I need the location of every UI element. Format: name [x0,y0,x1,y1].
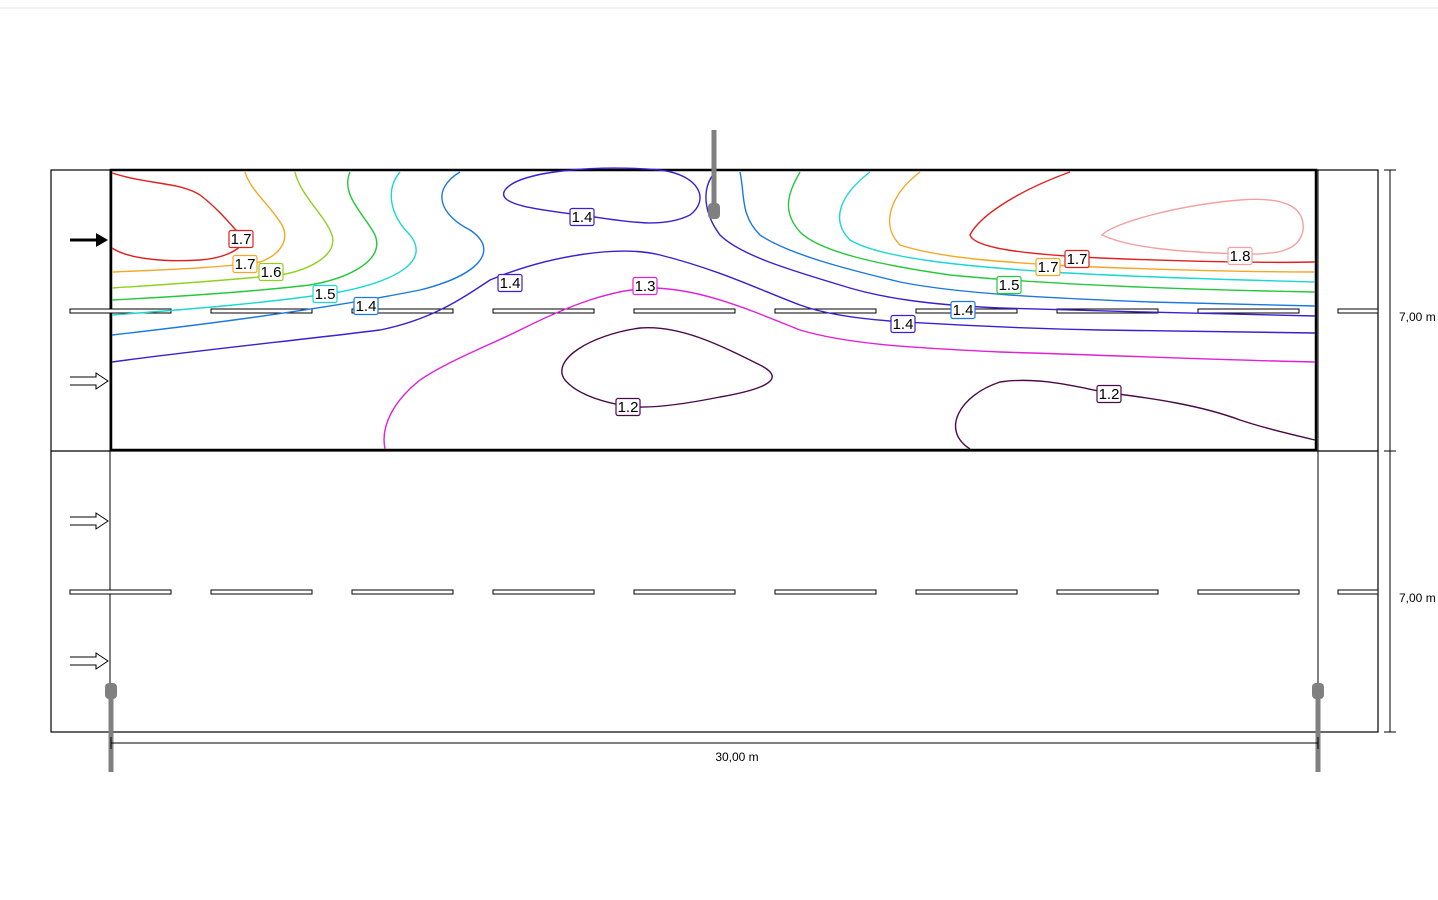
lane-dash [1337,589,1379,595]
contour-label: 1.7 [1035,257,1061,277]
contour-label: 1.7 [232,254,258,274]
contour-label-text: 1.4 [356,298,377,315]
lane-dash [210,308,313,314]
contour-c14-mid [111,250,1316,363]
direction-arrow-outline [70,372,109,390]
lane-markings-top [69,308,1379,314]
lane-dash [633,589,736,595]
contour-label: 1.7 [1064,249,1090,269]
contour-c13 [383,287,1316,450]
contour-label: 1.4 [353,296,379,316]
contour-labels: 1.7 1.7 1.6 1.5 1.4 1.4 1.4 1.3 1.2 1.2 1.4 1.4 1.5 1… [228,207,1253,417]
contour-label: 1.7 [228,229,254,249]
contour-label-text: 1.3 [635,278,656,295]
contour-label-text: 1.7 [1038,259,1059,276]
contour-c16b-left [111,171,378,301]
contour-label: 1.2 [615,397,641,417]
contour-c12-center [561,327,773,408]
lane-dash [915,589,1018,595]
contour-c15-left [111,171,417,316]
contour-label: 1.4 [950,300,976,320]
width-dimension: 30,00 m [110,737,1319,764]
contour-label: 1.4 [497,273,523,293]
contour-label-text: 1.4 [500,275,521,292]
contour-c17-right [889,171,1316,273]
contour-label-text: 1.5 [315,286,336,303]
lane-dash [351,308,454,314]
contour-label: 1.4 [569,207,595,227]
luminaire-pole-bottom-right [1312,683,1324,772]
lane-dash [210,589,313,595]
contour-c14-right [705,171,1316,317]
lane-dash [633,308,736,314]
lane-dash [351,589,454,595]
contour-label-text: 1.2 [1099,386,1120,403]
contour-label: 1.2 [1096,384,1122,404]
contour-c15b-right [839,171,1316,283]
lane-dash [1337,308,1379,314]
contour-label-text: 1.5 [999,277,1020,294]
contour-c12-right [954,379,1316,450]
contour-label-text: 1.4 [893,316,914,333]
direction-arrow-outline [70,512,109,530]
contour-c17-left [111,172,246,262]
contour-label-text: 1.7 [235,256,256,273]
contour-label-text: 1.7 [1067,251,1088,268]
contour-c15-right [787,171,1316,293]
contour-label-text: 1.7 [231,231,252,248]
contour-label: 1.8 [1227,246,1253,266]
contour-label-text: 1.8 [1230,248,1251,265]
lane-markings-bottom [69,589,1379,595]
contour-label-text: 1.4 [953,302,974,319]
contour-label-text: 1.2 [618,399,639,416]
height-dimension: 7,00 m 7,00 m [1384,169,1436,733]
luminaire-pole-top [708,130,720,219]
contour-label: 1.5 [996,275,1022,295]
lane-dash [492,308,595,314]
luminaire-pole-bottom-left [105,683,117,772]
direction-arrow-filled [70,233,108,247]
lane-bottom-height-label: 7,00 m [1399,591,1436,605]
contour-label: 1.4 [890,314,916,334]
contour-label: 1.3 [632,276,658,296]
lane-dash [1197,589,1300,595]
contour-c14-top [502,167,701,224]
lane-dash [774,308,877,314]
contour-label-text: 1.4 [572,209,593,226]
contour-label-text: 1.6 [261,264,282,281]
lane-dash [1197,308,1300,314]
contour-c18-right [1100,198,1304,255]
direction-arrow-outline [70,652,109,670]
lane-dash [1056,589,1159,595]
lane-dash [774,589,877,595]
contour-label: 1.6 [258,262,284,282]
contour-c16-left [111,171,334,289]
lane-top-height-label: 7,00 m [1399,310,1436,324]
contour-c14-left [111,171,485,336]
contour-c14b-right [739,171,1316,307]
contour-label: 1.5 [312,284,338,304]
lane-dash [492,589,595,595]
width-dimension-label: 30,00 m [715,750,758,764]
contour-c17-left2 [111,171,286,273]
lane-dash [69,589,172,595]
isolux-contours [111,167,1316,450]
